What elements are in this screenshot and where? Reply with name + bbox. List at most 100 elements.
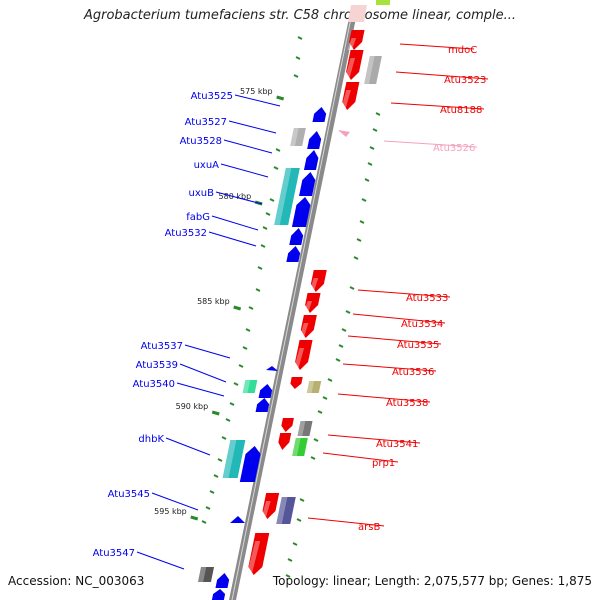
gene-Atu8188-highlight bbox=[340, 90, 351, 110]
gene-Atu3545[interactable] bbox=[230, 516, 245, 523]
gene-red-4[interactable] bbox=[262, 493, 280, 519]
gene-label-right[interactable]: Atu3534 bbox=[401, 319, 443, 330]
gene-Atu3538[interactable] bbox=[306, 381, 322, 393]
leader-prp1 bbox=[322, 452, 399, 463]
scale-dash-46 bbox=[287, 558, 293, 562]
gene-label-right[interactable]: prp1 bbox=[372, 458, 395, 469]
gene-label-right[interactable]: Atu3538 bbox=[386, 398, 428, 409]
leader-Atu3536 bbox=[342, 363, 437, 372]
gene-grey-1-highlight bbox=[364, 56, 375, 84]
gene-label-right[interactable]: Atu3536 bbox=[392, 367, 434, 378]
gene-red-4-highlight bbox=[260, 501, 271, 519]
gene-Atu3535-highlight bbox=[299, 323, 309, 338]
gene-Atu3547b[interactable] bbox=[215, 573, 230, 588]
gene-Atu3539[interactable] bbox=[242, 380, 258, 393]
gene-label-right[interactable]: Atu8188 bbox=[440, 105, 482, 116]
gene-Atu3527[interactable] bbox=[290, 128, 306, 146]
gene-label-left[interactable]: Atu3537 bbox=[141, 341, 183, 352]
gene-Atu3547[interactable] bbox=[197, 567, 215, 582]
gene-Atu8188[interactable] bbox=[342, 82, 360, 110]
gene-top-shade[interactable] bbox=[348, 5, 367, 22]
leader-Atu8188 bbox=[390, 102, 485, 110]
gene-Atu3532[interactable] bbox=[289, 228, 304, 245]
scale-dash-43 bbox=[299, 498, 305, 502]
leader-Atu3539 bbox=[179, 363, 227, 383]
gene-label-right[interactable]: Atu3526 bbox=[433, 143, 475, 154]
gene-Atu3534-highlight bbox=[303, 301, 313, 313]
gene-label-right[interactable]: arsB bbox=[358, 522, 380, 533]
leader-Atu3538 bbox=[337, 393, 431, 403]
gene-Atu3540[interactable] bbox=[258, 384, 273, 398]
gene-fabG-block[interactable] bbox=[274, 168, 300, 225]
scale-dash-8 bbox=[361, 198, 367, 202]
scale-dash-3 bbox=[375, 112, 381, 116]
gene-Atu3541[interactable] bbox=[297, 421, 313, 436]
gene-Atu3533[interactable] bbox=[310, 270, 327, 292]
gene-Atu3523-highlight bbox=[344, 58, 356, 80]
leader-Atu3545 bbox=[151, 492, 199, 511]
accession-text: Accession: NC_003063 bbox=[8, 574, 145, 588]
gene-Atu3532b[interactable] bbox=[286, 246, 301, 262]
gene-fabG[interactable] bbox=[291, 197, 311, 227]
gene-Atu3541-highlight bbox=[297, 421, 306, 436]
scale-tick-0 bbox=[276, 95, 285, 101]
scale-dash-18 bbox=[257, 266, 263, 270]
scale-dash-27 bbox=[242, 346, 248, 350]
gene-label-left[interactable]: Atu3539 bbox=[136, 360, 178, 371]
gene-red-3[interactable] bbox=[278, 433, 292, 450]
gene-Atu3523[interactable] bbox=[346, 50, 364, 80]
gene-label-left[interactable]: uxuB bbox=[189, 188, 215, 199]
gene-arsB[interactable] bbox=[276, 497, 296, 524]
gene-label-left[interactable]: Atu3532 bbox=[165, 228, 207, 239]
gene-red-2[interactable] bbox=[281, 418, 294, 432]
leader-uxuB bbox=[215, 191, 263, 205]
gene-dhbK[interactable] bbox=[239, 446, 261, 482]
gene-mdoC[interactable] bbox=[349, 30, 365, 50]
leader-arsB bbox=[307, 517, 385, 527]
leader-Atu3527 bbox=[228, 120, 277, 134]
gene-grey-1[interactable] bbox=[364, 56, 382, 84]
gene-label-left[interactable]: Atu3525 bbox=[191, 91, 233, 102]
gene-Atu3534[interactable] bbox=[305, 293, 321, 313]
gene-prp1[interactable] bbox=[292, 438, 308, 456]
gene-label-right[interactable]: Atu3523 bbox=[444, 75, 486, 86]
scale-dash-30 bbox=[322, 396, 328, 400]
gene-Atu3528[interactable] bbox=[307, 131, 322, 149]
gene-label-left[interactable]: Atu3540 bbox=[133, 379, 175, 390]
gene-Atu3536[interactable] bbox=[295, 340, 313, 370]
leader-Atu3537 bbox=[184, 344, 231, 359]
gene-partial-top[interactable] bbox=[376, 0, 390, 5]
gene-label-left[interactable]: uxuA bbox=[194, 160, 220, 171]
gene-label-left[interactable]: Atu3545 bbox=[108, 489, 150, 500]
gene-red-5[interactable] bbox=[248, 533, 270, 575]
scale-dash-21 bbox=[345, 310, 351, 314]
gene-uxuA[interactable] bbox=[303, 150, 319, 170]
gene-Atu3526[interactable] bbox=[338, 130, 350, 137]
gene-small-red[interactable] bbox=[290, 377, 303, 389]
leader-Atu3535 bbox=[347, 335, 442, 345]
gene-Atu3540b[interactable] bbox=[255, 398, 270, 412]
gene-Atu3535[interactable] bbox=[300, 315, 317, 338]
gene-uxuB[interactable] bbox=[299, 172, 316, 196]
scale-dash-14 bbox=[269, 198, 275, 202]
scale-dash-16 bbox=[262, 226, 268, 230]
gene-label-left[interactable]: Atu3527 bbox=[185, 117, 227, 128]
gene-label-left[interactable]: Atu3528 bbox=[180, 136, 222, 147]
gene-label-right[interactable]: Atu3541 bbox=[376, 439, 418, 450]
gene-label-right[interactable]: Atu3535 bbox=[397, 340, 439, 351]
gene-label-right[interactable]: Atu3533 bbox=[406, 293, 448, 304]
scale-dash-9 bbox=[359, 220, 365, 224]
leader-uxuA bbox=[220, 163, 269, 178]
gene-label-right[interactable]: mdoC bbox=[448, 45, 477, 56]
gene-dhbK-block[interactable] bbox=[222, 440, 246, 478]
scale-dash-31 bbox=[317, 410, 323, 414]
gene-bottom[interactable] bbox=[211, 589, 226, 600]
scale-dash-17 bbox=[260, 244, 266, 248]
scale-dash-41 bbox=[205, 506, 211, 510]
gene-Atu3537[interactable] bbox=[266, 366, 278, 371]
gene-label-left[interactable]: Atu3547 bbox=[93, 548, 135, 559]
gene-Atu3525[interactable] bbox=[312, 107, 327, 122]
gene-label-left[interactable]: fabG bbox=[186, 212, 210, 223]
gene-label-left[interactable]: dhbK bbox=[138, 434, 164, 445]
